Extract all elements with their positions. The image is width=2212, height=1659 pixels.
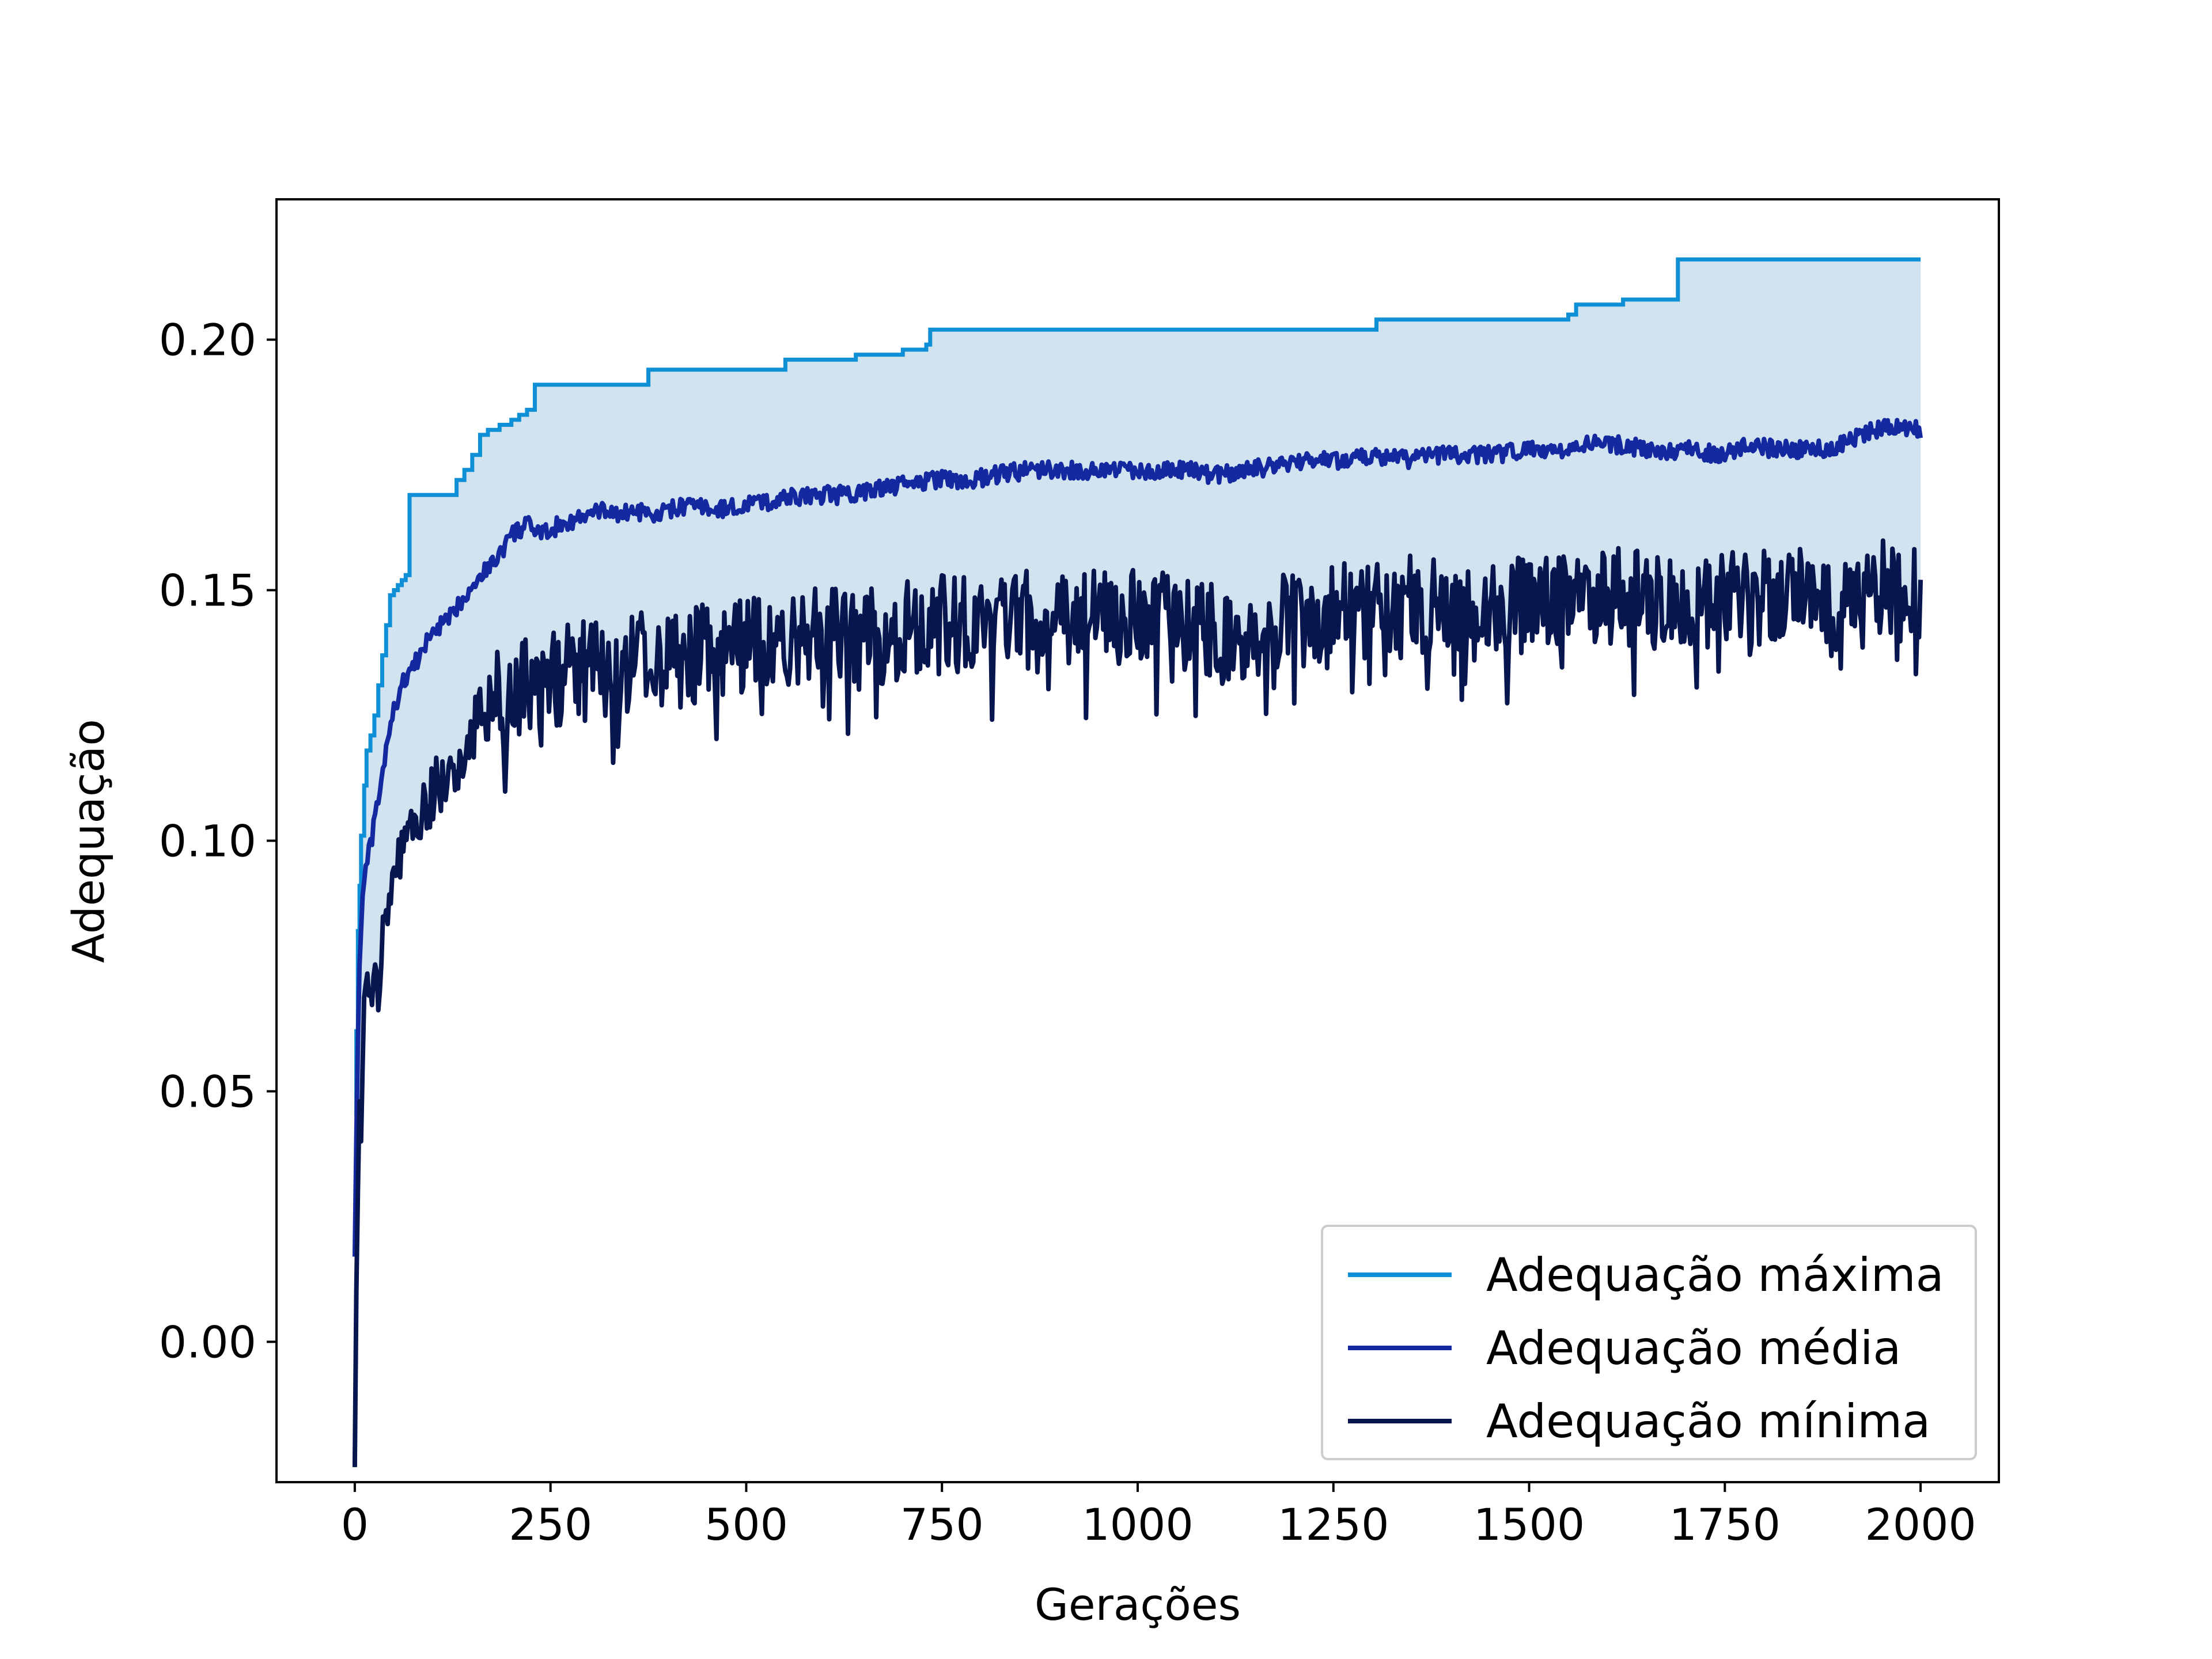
legend-label: Adequação média — [1486, 1321, 1901, 1375]
legend-frame — [1321, 1225, 1977, 1460]
legend: Adequação máxima Adequação média Adequação… — [1321, 1225, 1977, 1460]
series-line-minima — [352, 538, 1923, 1467]
x-tick-label: 1250 — [1278, 1499, 1389, 1550]
legend-label: Adequação máxima — [1486, 1248, 1944, 1302]
x-tick-label: 1750 — [1669, 1499, 1781, 1550]
fill-between-area — [354, 259, 1921, 1467]
x-tick-label: 0 — [341, 1499, 369, 1550]
y-axis-label: Adequação — [63, 719, 114, 963]
x-axis-ticks: 0 250 500 750 1000 1250 1500 1750 2000 — [341, 1482, 1976, 1550]
x-tick-label: 750 — [900, 1499, 984, 1550]
series-line-media — [352, 418, 1923, 1257]
y-tick-label: 0.15 — [159, 565, 256, 616]
x-tick-label: 1000 — [1082, 1499, 1193, 1550]
legend-label: Adequação mínima — [1486, 1395, 1930, 1448]
plot-area — [352, 257, 1923, 1467]
series-line-maxima — [354, 257, 1921, 1119]
y-tick-label: 0.10 — [159, 816, 256, 867]
x-tick-label: 500 — [704, 1499, 788, 1550]
y-tick-label: 0.05 — [159, 1066, 256, 1117]
x-tick-label: 250 — [509, 1499, 592, 1550]
x-tick-label: 1500 — [1474, 1499, 1585, 1550]
x-tick-label: 2000 — [1865, 1499, 1976, 1550]
y-axis-ticks: 0.00 0.05 0.10 0.15 0.20 — [159, 315, 276, 1368]
y-tick-label: 0.00 — [159, 1316, 256, 1368]
x-axis-label: Gerações — [1035, 1579, 1241, 1630]
y-tick-label: 0.20 — [159, 315, 256, 366]
